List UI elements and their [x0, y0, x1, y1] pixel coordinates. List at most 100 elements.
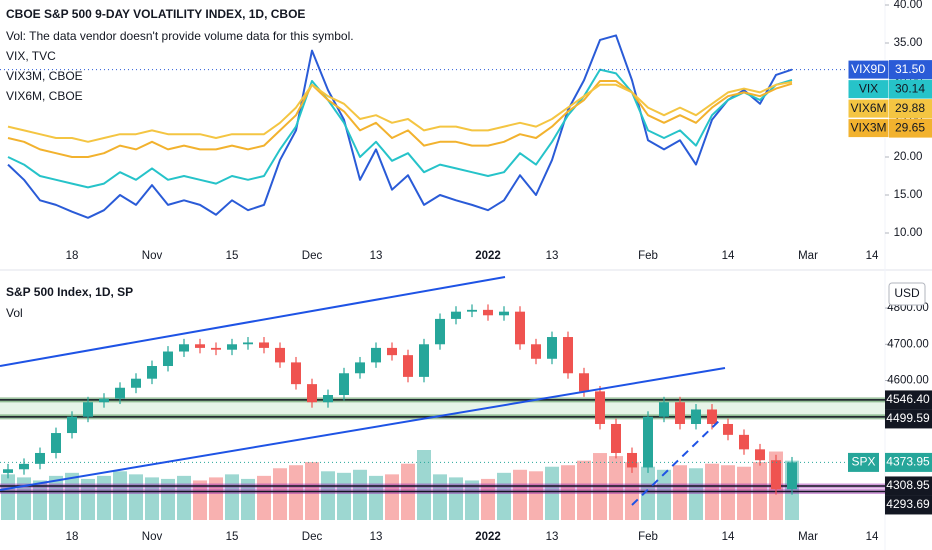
legend-entry: VIX6M, CBOE: [6, 89, 83, 103]
candle-body: [211, 347, 221, 350]
price-label: 29.65: [895, 120, 925, 134]
x-tick-label: Feb: [638, 250, 658, 262]
level-label-box: [885, 409, 932, 429]
last-price-box: [885, 452, 932, 472]
candle-body: [531, 344, 541, 359]
x-tick-label: 18: [66, 531, 79, 543]
level-band: [0, 399, 885, 417]
candle-body: [451, 311, 461, 319]
volume-bar: [737, 466, 751, 520]
currency: USD: [894, 286, 920, 300]
volume-bar: [433, 474, 447, 520]
volume-bar: [289, 465, 303, 520]
x-tick-label: 18: [66, 250, 79, 262]
volume-bar: [65, 472, 79, 520]
x-tick-label: Feb: [638, 531, 658, 543]
y-tick-label: 10.00: [894, 227, 923, 239]
candle-body: [115, 387, 125, 399]
candle-body: [579, 373, 589, 392]
price-label-box: [889, 60, 932, 80]
level-label: 4308.95: [886, 478, 930, 492]
level-label: 4499.59: [886, 411, 930, 425]
y-tick-label: 35.00: [894, 37, 923, 49]
x-tick-label: 14: [722, 531, 735, 543]
candle-body: [3, 469, 13, 473]
candle-body: [243, 342, 253, 345]
candle-body: [771, 460, 781, 490]
volume-bar: [225, 474, 239, 520]
volume-bar: [641, 466, 655, 520]
candle-body: [259, 342, 269, 348]
volume-bar: [545, 466, 559, 520]
price-label-name: VIX: [859, 81, 878, 95]
line-series: [7, 68, 793, 189]
trend-line: [0, 276, 506, 367]
candle-body: [371, 347, 381, 363]
volume-bar: [369, 475, 383, 520]
volume-bar: [481, 478, 495, 520]
volume-bar: [385, 474, 399, 520]
price-label-box: [889, 118, 932, 138]
volume-bar: [497, 472, 511, 520]
x-tick-label: 14: [722, 250, 735, 262]
x-tick-label: Dec: [302, 531, 323, 543]
candle-body: [387, 347, 397, 356]
candle-body: [611, 423, 621, 453]
candle-body: [403, 355, 413, 377]
price-label: 29.88: [895, 101, 925, 115]
candle-body: [547, 337, 557, 359]
legend-entry: VIX3M, CBOE: [6, 69, 83, 83]
candle-body: [275, 347, 285, 363]
volume-bar: [657, 469, 671, 520]
candle-body: [83, 402, 93, 417]
price-label-name: VIX9D: [851, 62, 886, 76]
upper-title: CBOE S&P 500 9-DAY VOLATILITY INDEX, 1D,…: [6, 7, 305, 21]
volume-bar: [177, 475, 191, 520]
x-tick-label: Mar: [798, 531, 818, 543]
candle-body: [627, 452, 637, 468]
candle-body: [163, 351, 173, 367]
candle-body: [675, 402, 685, 424]
dashed-trend-line: [631, 417, 723, 506]
candle-body: [435, 318, 445, 345]
line-series: [7, 80, 793, 143]
volume-bar: [689, 468, 703, 520]
volume-bar: [337, 472, 351, 520]
price-label: 31.50: [895, 62, 925, 76]
price-label-box: [889, 99, 932, 119]
volume-bar: [577, 460, 591, 520]
x-tick-label: 13: [546, 250, 559, 262]
candle-body: [195, 344, 205, 348]
candle-body: [35, 452, 45, 464]
candle-body: [515, 311, 525, 345]
x-tick-label: 14: [866, 531, 879, 543]
candle-body: [419, 344, 429, 377]
volume-bar: [257, 475, 271, 520]
y-tick-label: 40.00: [894, 0, 923, 11]
x-tick-label: Dec: [302, 250, 323, 262]
volume-bar: [113, 471, 127, 520]
volume-bar: [81, 478, 95, 520]
candle-body: [179, 344, 189, 352]
x-tick-label: 2022: [475, 531, 501, 543]
price-label-name: VIX3M: [850, 120, 886, 134]
volume-bar: [33, 480, 47, 520]
y-tick-label: 15.00: [894, 189, 923, 201]
volume-bar: [145, 477, 159, 520]
line-series: [7, 34, 793, 219]
candle-body: [739, 434, 749, 450]
volume-bar: [465, 480, 479, 520]
volume-bar: [673, 465, 687, 520]
x-tick-label: Mar: [798, 250, 818, 262]
lower-subtitle: Vol: [6, 306, 23, 320]
candle-body: [51, 433, 61, 453]
volume-bar: [513, 469, 527, 520]
x-tick-label: Nov: [142, 531, 163, 543]
level-label-box: [885, 476, 932, 496]
x-tick-label: 13: [546, 531, 559, 543]
currency-box[interactable]: [888, 282, 926, 306]
candle-body: [19, 463, 29, 470]
legend-entry: VIX, TVC: [6, 49, 56, 63]
level-label-box: [885, 495, 932, 515]
